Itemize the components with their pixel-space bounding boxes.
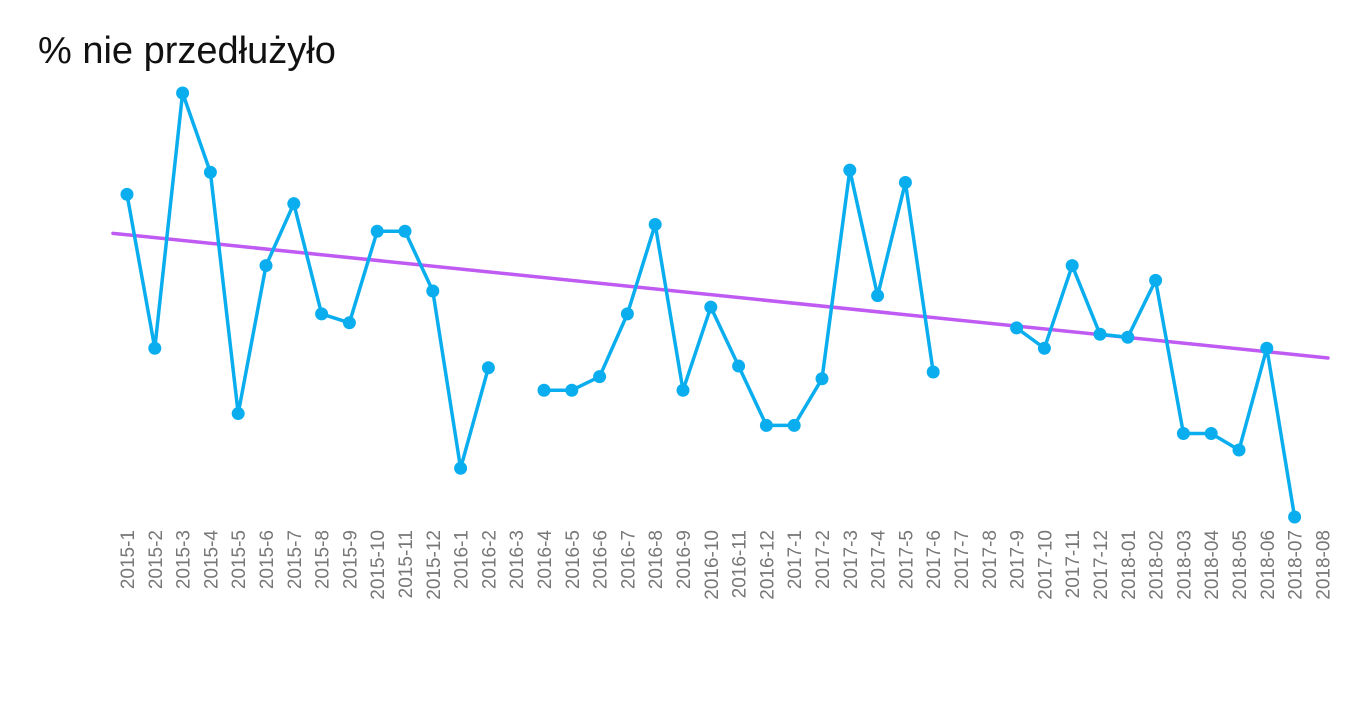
data-point	[1204, 426, 1218, 440]
x-tick-label: 2016-11	[730, 530, 751, 598]
data-point	[1121, 330, 1135, 344]
data-point	[898, 175, 912, 189]
data-point	[1010, 321, 1024, 335]
data-point	[1232, 443, 1246, 457]
data-point	[676, 383, 690, 397]
series-line-segment	[125, 91, 491, 470]
x-tick-label: 2015-9	[340, 530, 361, 589]
x-tick-label: 2015-10	[368, 530, 389, 600]
x-tick-label: 2016-4	[535, 530, 556, 590]
data-point	[926, 365, 940, 379]
x-tick-label: 2015-1	[118, 530, 139, 589]
data-point	[259, 259, 273, 273]
x-tick-label: 2017-3	[841, 530, 862, 589]
data-point	[732, 359, 746, 373]
trend-line	[111, 231, 1330, 360]
data-point	[1065, 259, 1079, 273]
data-point	[1149, 273, 1163, 287]
data-point	[565, 383, 579, 397]
x-tick-label: 2015-8	[313, 530, 334, 589]
data-point	[481, 361, 495, 375]
x-tick-label: 2017-5	[896, 530, 917, 589]
data-point	[426, 284, 440, 298]
data-point	[315, 307, 329, 321]
x-tick-label: 2017-12	[1091, 530, 1112, 600]
data-point	[1037, 341, 1051, 355]
data-point	[454, 461, 468, 475]
x-tick-label: 2018-03	[1174, 530, 1195, 600]
x-tick-label: 2016-2	[479, 530, 500, 589]
x-tick-label: 2018-07	[1286, 530, 1307, 600]
data-point	[759, 418, 773, 432]
x-tick-label: 2015-3	[174, 530, 195, 589]
data-point	[620, 307, 634, 321]
series-line-segment	[1014, 263, 1297, 519]
data-point	[593, 370, 607, 384]
x-tick-label: 2017-6	[924, 530, 945, 589]
x-tick-label: 2017-1	[785, 530, 806, 589]
x-tick-label: 2015-7	[285, 530, 306, 589]
x-tick-label: 2017-4	[869, 530, 890, 590]
x-tick-label: 2016-9	[674, 530, 695, 589]
x-tick-label: 2016-6	[591, 530, 612, 589]
data-point	[370, 224, 384, 238]
x-tick-label: 2015-4	[201, 530, 222, 590]
x-tick-label: 2017-10	[1035, 530, 1056, 600]
x-tick-label: 2015-12	[424, 530, 445, 600]
data-point	[176, 86, 190, 100]
data-point	[1093, 327, 1107, 341]
data-point	[1288, 510, 1302, 524]
data-point	[1260, 341, 1274, 355]
x-tick-label: 2017-8	[980, 530, 1001, 589]
data-point	[342, 316, 356, 330]
x-tick-label: 2016-3	[507, 530, 528, 589]
x-tick-label: 2016-8	[646, 530, 667, 589]
x-tick-label: 2015-11	[396, 530, 417, 598]
data-point	[704, 300, 718, 314]
data-point	[537, 383, 551, 397]
data-point	[843, 163, 857, 177]
x-tick-label: 2017-2	[813, 530, 834, 589]
data-point	[815, 372, 829, 386]
data-point	[287, 197, 301, 211]
x-tick-label: 2016-1	[452, 530, 473, 589]
x-tick-label: 2016-7	[618, 530, 639, 589]
data-point	[398, 224, 412, 238]
x-tick-label: 2017-11	[1063, 530, 1084, 598]
data-point	[231, 407, 245, 421]
data-point	[648, 217, 662, 231]
data-point	[871, 289, 885, 303]
chart-title: % nie przedłużyło	[38, 30, 336, 72]
x-tick-label: 2015-5	[229, 530, 250, 589]
x-tick-label: 2018-02	[1147, 530, 1168, 600]
x-tick-label: 2017-9	[1008, 530, 1029, 589]
x-tick-label: 2015-2	[146, 530, 167, 589]
x-tick-label: 2018-05	[1230, 530, 1251, 600]
data-point	[1176, 426, 1190, 440]
x-tick-label: 2018-01	[1119, 530, 1140, 600]
x-tick-label: 2016-12	[757, 530, 778, 600]
data-point	[148, 341, 162, 355]
x-tick-label: 2018-04	[1202, 530, 1223, 600]
x-tick-label: 2018-06	[1258, 530, 1279, 600]
data-point	[120, 187, 134, 201]
x-tick-label: 2015-6	[257, 530, 278, 589]
data-point	[787, 418, 801, 432]
x-tick-label: 2018-08	[1313, 530, 1334, 600]
x-tick-label: 2016-10	[702, 530, 723, 600]
x-tick-label: 2016-5	[563, 530, 584, 589]
data-point	[203, 165, 217, 179]
x-tick-label: 2017-7	[952, 530, 973, 589]
